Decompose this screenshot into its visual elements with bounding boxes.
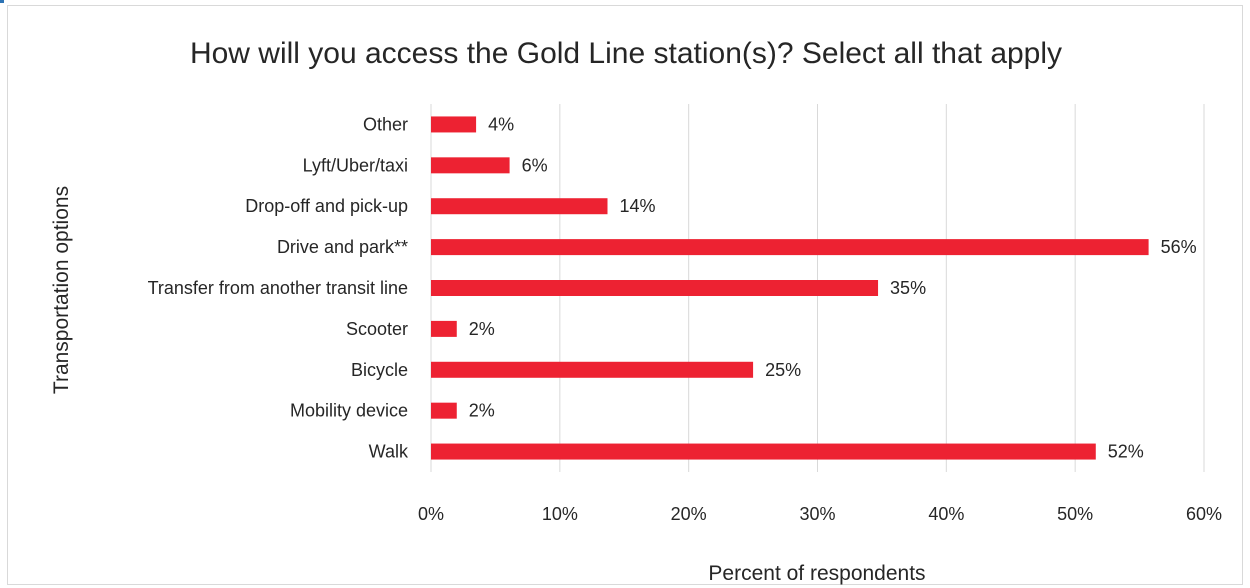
chart-title: How will you access the Gold Line statio… [190,37,1062,70]
category-label: Drop-off and pick-up [245,196,408,216]
category-labels: Other Lyft/Uber/taxi Drop-off and pick-up D… [148,114,409,461]
category-label: Walk [369,442,409,462]
data-label: 14% [620,196,656,216]
bar [431,402,457,419]
category-label: Lyft/Uber/taxi [303,155,408,175]
x-axis-title: Percent of respondents [708,562,925,585]
bar [431,320,457,337]
data-label: 2% [469,319,495,339]
category-label: Scooter [346,319,408,339]
category-label: Mobility device [290,401,408,421]
data-label: 35% [890,278,926,298]
bar [431,239,1149,256]
data-labels: 4% 6% 14% 56% 35% 2% 25% 2% 52% [469,114,1197,461]
bar [431,361,754,378]
category-label: Transfer from another transit line [148,278,408,298]
data-label: 2% [469,401,495,421]
category-label: Other [363,114,408,134]
bars [431,116,1149,460]
data-label: 6% [522,155,548,175]
bar [431,443,1096,460]
x-tick-label: 0% [418,504,444,524]
y-axis-title: Transportation options [50,186,73,394]
category-label: Bicycle [351,360,408,380]
x-tick-label: 60% [1186,504,1222,524]
x-tick-label: 30% [799,504,835,524]
data-label: 4% [488,114,514,134]
corner-marker [0,0,4,3]
category-label: Drive and park** [277,237,408,257]
data-label: 52% [1108,442,1144,462]
x-tick-label: 40% [928,504,964,524]
bar [431,198,608,215]
data-label: 56% [1161,237,1197,257]
data-label: 25% [765,360,801,380]
bar [431,116,477,133]
bar [431,280,879,296]
x-tick-label: 50% [1057,504,1093,524]
x-tick-label: 20% [671,504,707,524]
x-tick-label: 10% [542,504,578,524]
x-tick-labels: 0% 10% 20% 30% 40% 50% 60% [418,504,1222,524]
bar [431,157,510,174]
